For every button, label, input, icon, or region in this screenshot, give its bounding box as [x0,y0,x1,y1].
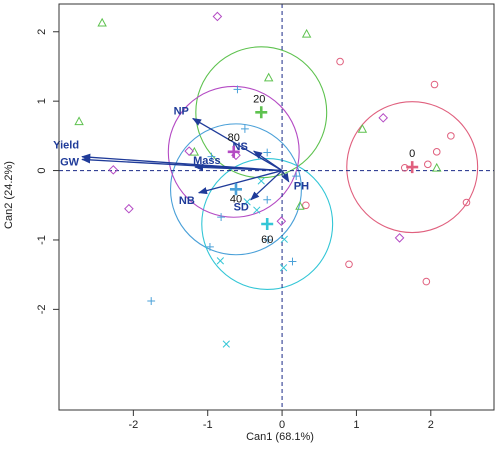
x-tick-label: -2 [128,419,138,431]
data-point-80 [276,216,287,227]
y-tick-label: 1 [36,98,48,104]
group-label-60: 60 [261,234,273,246]
data-point-0 [432,148,441,156]
data-point-80 [212,11,223,22]
vector-ph [281,170,290,183]
vector-sd [250,170,283,201]
centroid-0 [406,161,419,174]
data-point-40 [206,243,214,251]
data-point-60 [243,198,251,206]
y-tick-label: -2 [36,304,48,314]
y-axis-title: Can2 (24.2%) [3,161,15,229]
data-point-80 [184,146,194,156]
data-point-40 [288,257,297,266]
data-point-60 [257,177,265,185]
variable-vectors: Yield GW NP NS Mass NB SD PH [53,106,309,214]
x-tick-label: 1 [353,419,359,431]
centroid-40 [229,183,242,196]
vector-mass [194,163,283,172]
y-tick-label: 2 [36,29,48,35]
data-point-20 [432,162,442,172]
x-axis-title: Can1 (68.1%) [246,431,314,443]
data-point-20 [357,123,368,133]
vector-label-yield: Yield [53,140,79,152]
data-point-80 [378,113,389,123]
data-point-0 [336,57,344,66]
group-circle-20 [195,46,328,179]
group-label-20: 20 [253,93,265,105]
data-point-80 [108,165,119,175]
centroid-80 [227,145,240,158]
data-point-20 [263,72,274,82]
data-point-60 [279,264,288,272]
data-point-0 [422,277,431,286]
confidence-circles [167,46,479,290]
vector-label-nb: NB [179,195,195,207]
data-point-80 [394,233,405,243]
plot-frame [58,3,495,411]
group-circle-40 [169,123,302,256]
x-tick-label: 2 [428,419,434,431]
centroid-20 [255,106,268,119]
group-label-0: 0 [409,148,415,160]
vector-nb [197,169,283,195]
data-point-40 [264,236,272,244]
group-label-80: 80 [228,132,240,144]
y-tick-label: 0 [36,168,48,174]
data-point-60 [280,235,288,243]
x-tick-label: -1 [203,419,213,431]
group-label-40: 40 [230,193,242,205]
vector-label-ph: PH [294,181,309,193]
axes: -2 -1 0 1 2 -2 -1 0 1 2 [36,3,495,431]
data-point-40 [263,148,272,157]
vector-label-np: NP [174,106,189,118]
data-point-40 [217,213,226,221]
group-centroids: 0 20 40 60 80 [228,93,419,246]
data-point-20 [97,17,107,27]
group-circle-80 [167,85,300,218]
vector-np [192,117,283,172]
data-point-0 [430,80,439,89]
data-point-40 [263,195,272,204]
data-point-0 [424,160,432,169]
data-point-0 [447,132,455,140]
centroid-60 [261,218,274,231]
data-point-40 [147,297,156,305]
x-tick-label: 0 [279,419,285,431]
y-tick-label: -1 [36,235,48,245]
data-point-60 [222,340,230,348]
data-point-0 [345,260,353,269]
group-circle-60 [201,158,334,290]
data-point-40 [233,85,242,94]
vector-label-ns: NS [233,141,248,153]
data-point-80 [124,203,134,214]
data-point-20 [74,116,84,126]
data-point-20 [301,28,312,38]
vector-label-gw: GW [60,156,80,168]
vector-ns [253,150,283,172]
vector-label-sd: SD [234,202,249,214]
data-point-0 [302,201,310,210]
data-point-60 [216,257,225,265]
data-point-40 [240,125,249,133]
data-point-40 [207,152,216,161]
vector-label-mass: Mass [193,155,221,167]
group-circle-0 [346,101,479,234]
data-point-20 [295,201,305,210]
data-point-60 [253,206,261,214]
data-point-0 [462,198,471,207]
data-point-40 [292,172,301,181]
